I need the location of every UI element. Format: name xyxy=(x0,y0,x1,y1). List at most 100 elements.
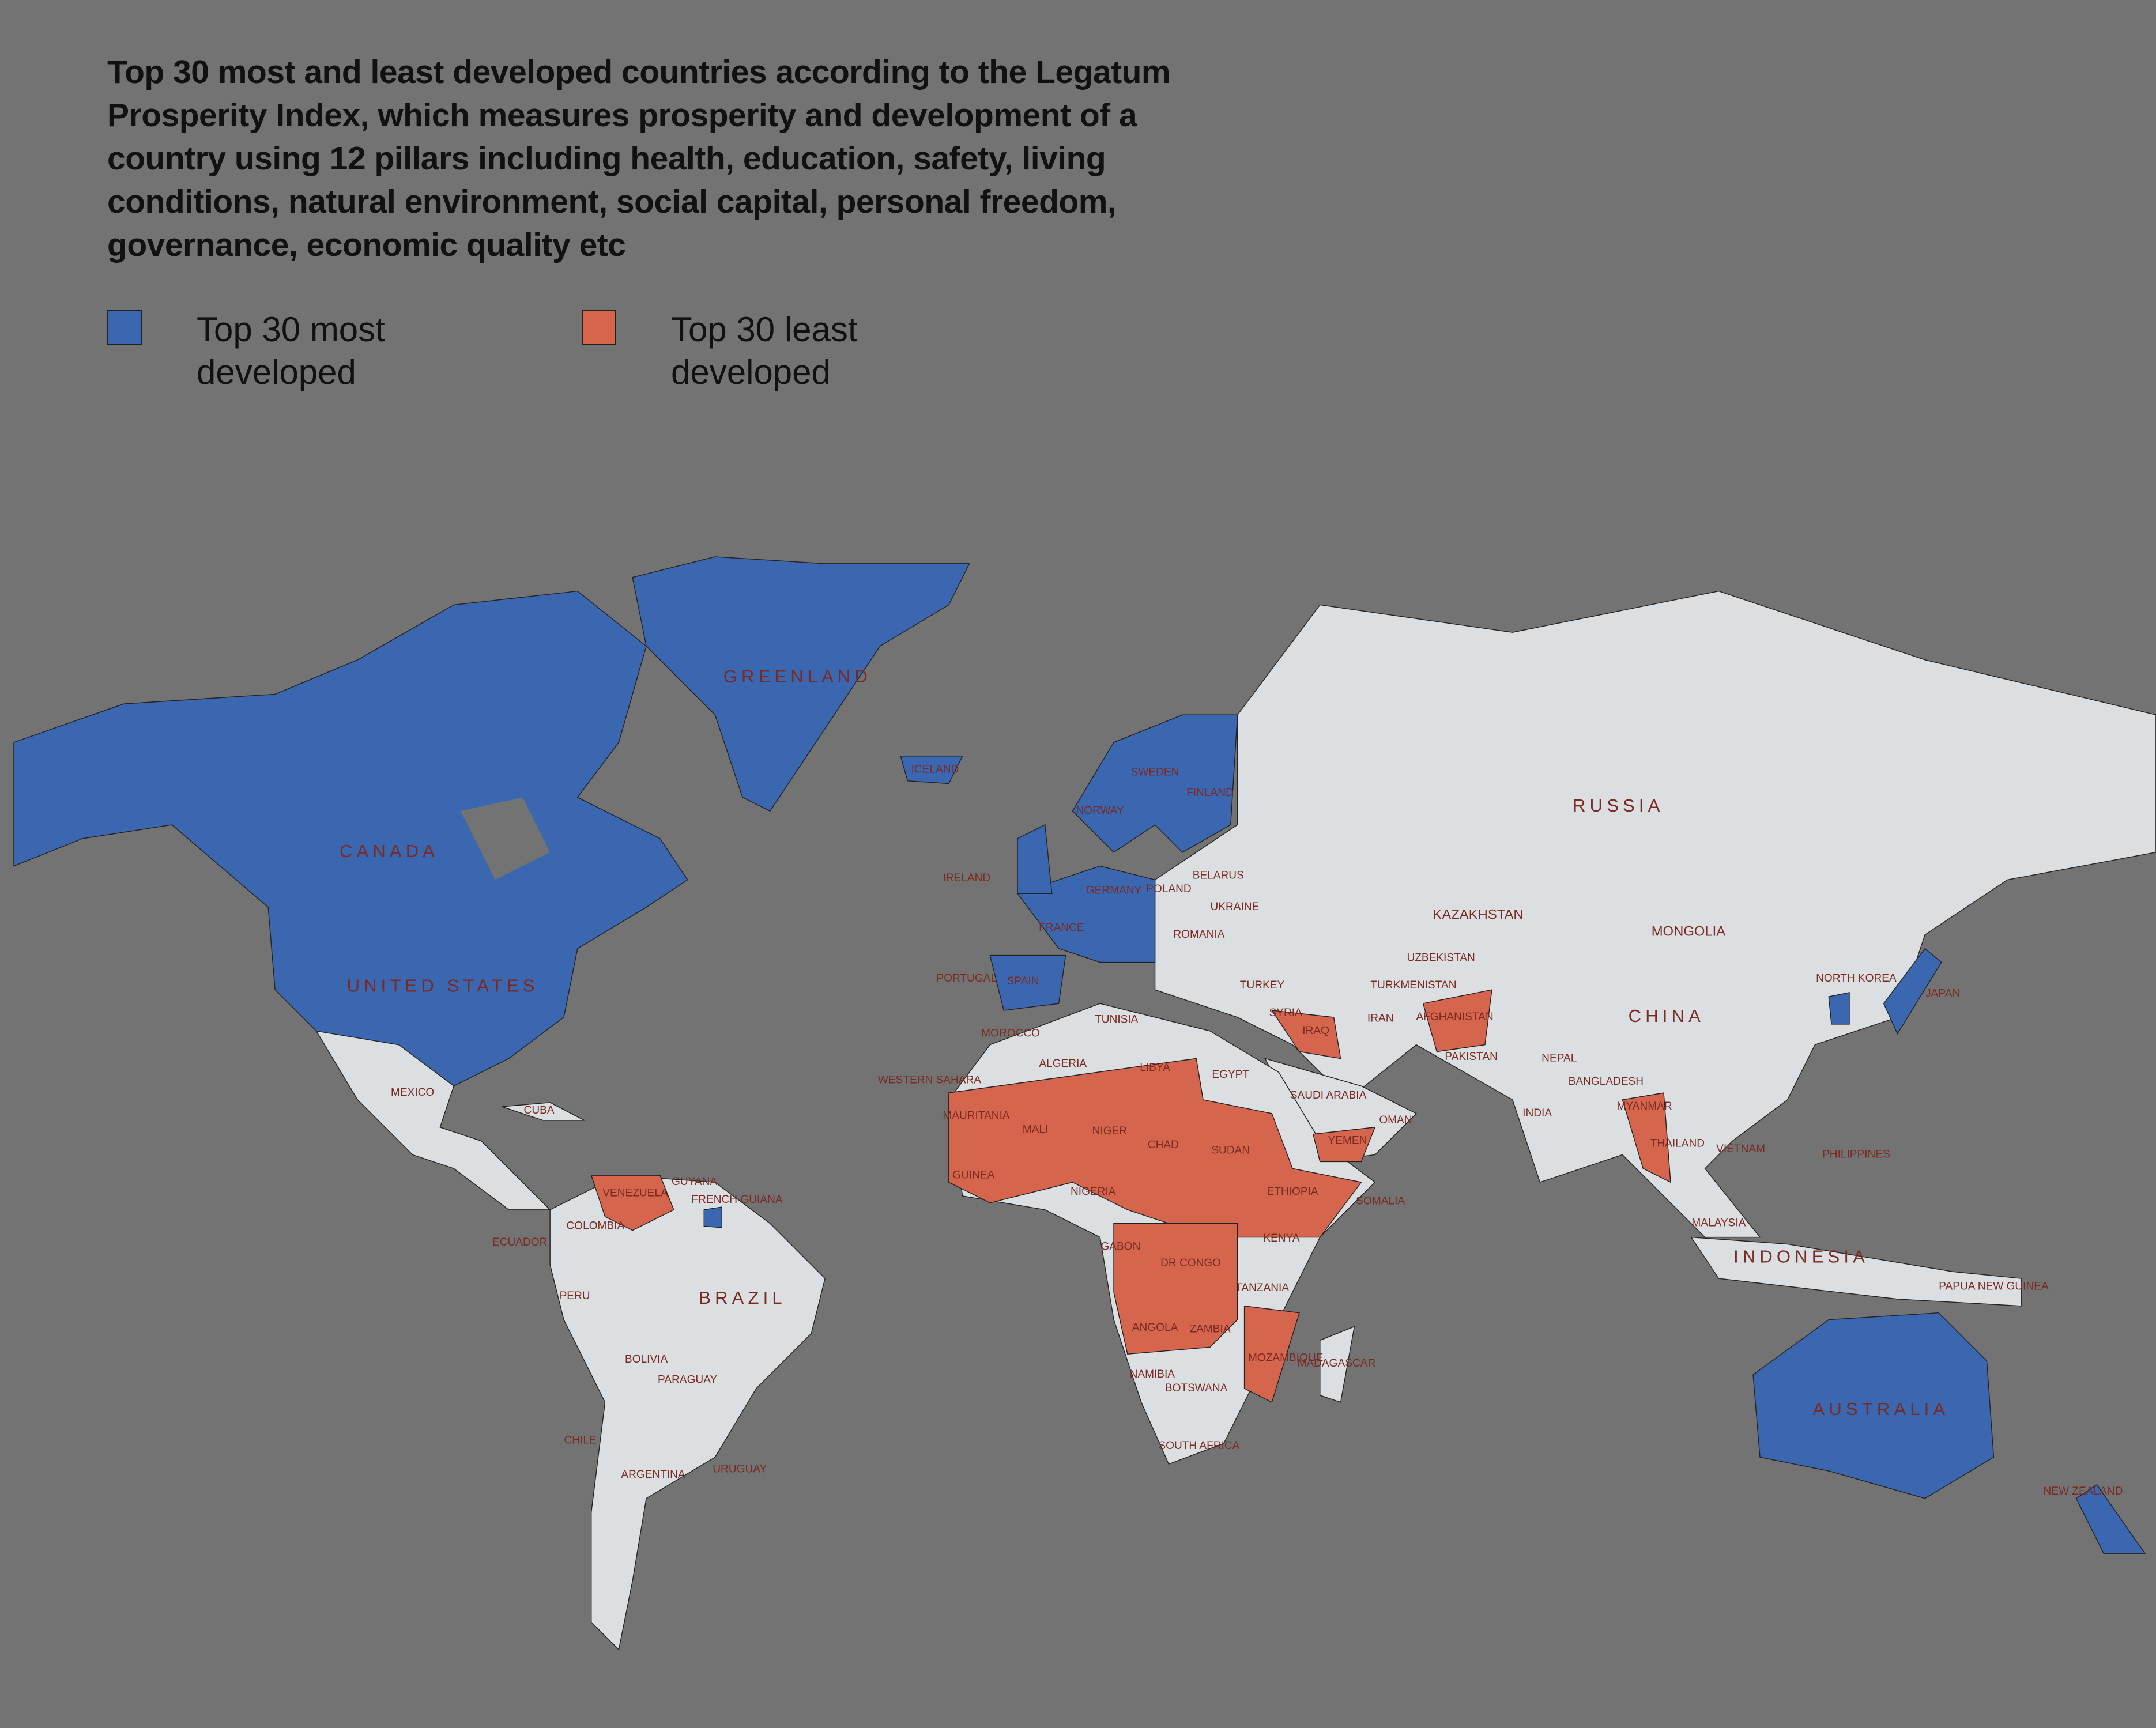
country-label: SAUDI ARABIA xyxy=(1290,1089,1367,1101)
country-label: URUGUAY xyxy=(713,1463,767,1476)
country-label: MEXICO xyxy=(391,1086,434,1099)
country-region xyxy=(1320,1326,1355,1403)
country-label: SOMALIA xyxy=(1356,1195,1405,1208)
country-label: RUSSIA xyxy=(1573,795,1664,816)
legend-label: Top 30 most developed xyxy=(197,310,385,391)
country-label: THAILAND xyxy=(1650,1137,1705,1149)
country-label: POLAND xyxy=(1146,883,1191,895)
country-label: GREENLAND xyxy=(723,666,872,686)
country-label: ICELAND xyxy=(911,764,959,776)
legend-item: Top 30 most developed xyxy=(107,308,427,394)
country-region xyxy=(1828,992,1850,1025)
country-label: SPAIN xyxy=(1007,975,1039,987)
country-region xyxy=(900,756,963,784)
country-label: NIGER xyxy=(1092,1125,1127,1137)
country-region xyxy=(1752,1312,1995,1499)
country-region xyxy=(1271,1010,1341,1059)
country-label: PERU xyxy=(560,1290,590,1302)
country-label: TANZANIA xyxy=(1235,1282,1289,1294)
country-label: UKRAINE xyxy=(1210,901,1259,913)
country-label: SYRIA xyxy=(1269,1007,1303,1019)
country-label: GUINEA xyxy=(952,1169,994,1181)
country-label: SUDAN xyxy=(1211,1144,1250,1156)
country-label: VENEZUELA xyxy=(602,1187,668,1199)
country-region xyxy=(1243,1305,1300,1403)
country-label: MOROCCO xyxy=(981,1028,1040,1040)
country-region xyxy=(549,1175,826,1651)
country-label: TURKEY xyxy=(1240,979,1285,991)
country-label: FRANCE xyxy=(1039,922,1084,934)
country-label: ECUADOR xyxy=(492,1236,547,1248)
legend-swatch xyxy=(582,310,616,345)
country-label: MALAYSIA xyxy=(1691,1217,1746,1229)
country-label: UZBEKISTAN xyxy=(1407,952,1475,964)
country-label: COLOMBIA xyxy=(566,1220,624,1232)
country-label: NEPAL xyxy=(1541,1052,1577,1065)
country-region xyxy=(2075,1484,2146,1554)
country-label: AFGHANISTAN xyxy=(1416,1011,1493,1023)
country-label: LIBYA xyxy=(1140,1062,1170,1074)
country-label: KENYA xyxy=(1263,1232,1300,1244)
country-label: PHILIPPINES xyxy=(1822,1148,1890,1160)
country-region xyxy=(1312,1126,1376,1163)
legend-swatch xyxy=(107,310,142,345)
country-label: MAURITANIA xyxy=(943,1110,1010,1122)
country-label: ZAMBIA xyxy=(1189,1323,1230,1335)
country-label: INDONESIA xyxy=(1733,1247,1869,1267)
legend-item: Top 30 least developed xyxy=(582,308,902,394)
country-region xyxy=(1690,1236,2022,1307)
country-label: ALGERIA xyxy=(1039,1058,1087,1070)
country-label: CHILE xyxy=(564,1435,597,1447)
country-label: CHAD xyxy=(1148,1139,1179,1151)
country-region xyxy=(632,556,970,812)
legend-label: Top 30 least developed xyxy=(671,310,858,391)
country-label: ANGOLA xyxy=(1132,1322,1178,1334)
country-label: IRAN xyxy=(1367,1012,1394,1024)
country-label: MALI xyxy=(1023,1124,1049,1136)
country-label: NORTH KOREA xyxy=(1816,972,1897,984)
country-region xyxy=(703,1206,722,1228)
country-label: NEW ZEALAND xyxy=(2044,1485,2123,1497)
country-label: NIGERIA xyxy=(1071,1186,1116,1198)
country-label: BRAZIL xyxy=(699,1288,786,1308)
country-region xyxy=(1154,590,2156,1238)
country-label: FINLAND xyxy=(1186,787,1234,799)
country-region xyxy=(1017,824,1053,894)
country-label: CANADA xyxy=(340,841,439,861)
country-region xyxy=(590,1175,674,1231)
country-label: MOZAMBIQUE xyxy=(1248,1352,1323,1364)
country-label: ARGENTINA xyxy=(621,1469,685,1481)
country-region xyxy=(1422,989,1492,1052)
country-label: PARAGUAY xyxy=(658,1374,717,1386)
country-label: ETHIOPIA xyxy=(1267,1186,1318,1198)
country-label: VIETNAM xyxy=(1716,1143,1765,1155)
country-label: JAPAN xyxy=(1925,987,1960,999)
country-label: OMAN xyxy=(1379,1114,1412,1126)
country-label: MONGOLIA xyxy=(1652,923,1726,939)
country-label: BELARUS xyxy=(1193,869,1244,881)
country-label: TURKMENISTAN xyxy=(1370,979,1456,991)
country-label: INDIA xyxy=(1522,1107,1552,1119)
country-region xyxy=(1113,1223,1238,1355)
country-region xyxy=(989,954,1066,1011)
country-label: NAMIBIA xyxy=(1130,1368,1175,1380)
country-label: SOUTH AFRICA xyxy=(1158,1440,1239,1452)
country-label: IRAQ xyxy=(1302,1025,1329,1037)
country-region xyxy=(315,1030,551,1210)
country-region xyxy=(13,590,688,1087)
country-region xyxy=(1072,714,1238,853)
country-region xyxy=(948,1058,1362,1238)
country-label: PAPUA NEW GUINEA xyxy=(1939,1280,2049,1292)
country-label: BANGLADESH xyxy=(1569,1076,1644,1088)
country-label: YEMEN xyxy=(1328,1135,1367,1147)
country-label: DR CONGO xyxy=(1160,1257,1221,1269)
country-label: GERMANY xyxy=(1086,885,1142,897)
country-label: NORWAY xyxy=(1076,805,1124,817)
country-label: GUYANA xyxy=(672,1176,717,1188)
country-label: WESTERN SAHARA xyxy=(878,1074,981,1086)
country-region xyxy=(1622,1092,1671,1183)
country-label: CHINA xyxy=(1629,1006,1705,1026)
country-label: BOTSWANA xyxy=(1165,1382,1228,1394)
country-label: MYANMAR xyxy=(1617,1100,1672,1112)
